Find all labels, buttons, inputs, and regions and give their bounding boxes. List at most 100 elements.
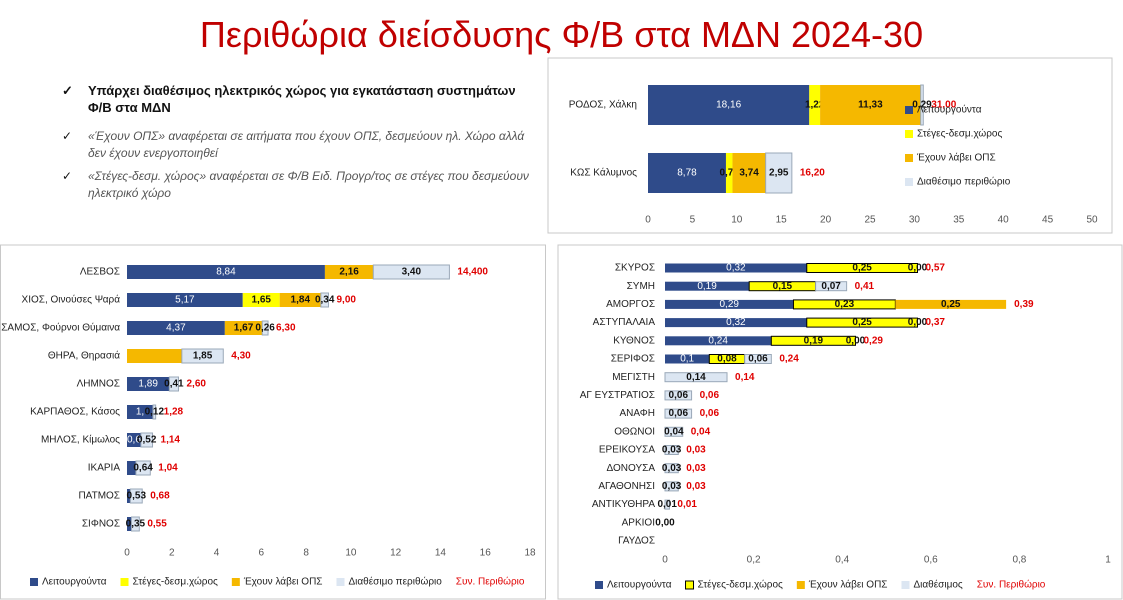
x-tick-label: 20 [820, 215, 832, 226]
legend-label: Διαθέσιμο περιθώριο [348, 576, 442, 588]
value-label: 2,16 [339, 267, 359, 278]
page-title: Περιθώρια διείσδυσης Φ/Β στα ΜΔΝ 2024-30 [199, 14, 924, 55]
value-label: 0,03 [662, 445, 682, 456]
x-tick-label: 0 [645, 215, 651, 226]
x-tick-label: 14 [435, 548, 447, 559]
note: ✓ «Στέγες-δεσμ. χώρος» αναφέρεται σε Φ/Β … [62, 168, 532, 202]
value-label: 3,40 [402, 267, 422, 278]
value-label: 0,1 [680, 354, 694, 365]
category-label: ΣΙΦΝΟΣ [82, 519, 120, 530]
category-label: ΑΓ ΕΥΣΤΡΑΤΙΟΣ [580, 390, 655, 401]
total-label: 16,20 [800, 168, 825, 179]
x-tick-label: 6 [259, 548, 265, 559]
chart-frame [0, 244, 546, 600]
value-label: 0,34 [315, 295, 335, 306]
bar-segment [732, 153, 766, 193]
value-label: 0,64 [133, 463, 153, 474]
category-label: ΑΜΟΡΓΟΣ [606, 299, 655, 310]
x-tick-label: 0,6 [924, 555, 938, 566]
category-label: ΑΡΚΙΟΙ [622, 517, 655, 528]
value-label: 0,19 [804, 335, 824, 346]
total-label: 0,03 [686, 463, 706, 474]
legend-label: Διαθέσιμος [913, 579, 962, 591]
category-label: ΜΕΓΙΣΤΗ [612, 372, 655, 383]
bar-segment [127, 489, 131, 503]
category-label: ΑΝΤΙΚΥΘΗΡΑ [592, 499, 655, 510]
category-label: ΑΓΑΘΟΝΗΣΙ [598, 481, 655, 492]
category-label: ΣΚΥΡΟΣ [615, 263, 655, 274]
value-label: 0,14 [686, 372, 706, 383]
category-label: ΑΝΑΦΗ [620, 408, 655, 419]
bar-segment [140, 432, 154, 448]
bar-segment [664, 499, 670, 510]
total-label: 9,00 [337, 295, 357, 306]
note: ✓ «Έχουν ΟΠΣ» αναφέρεται σε αιτήματα που … [62, 128, 532, 162]
note: ✓ Υπάρχει διαθέσιμος ηλεκτρικός χώρος για… [62, 82, 532, 116]
bar-segment [725, 153, 733, 193]
bar-segment [664, 481, 679, 492]
legend-label: Έχουν λάβει ΟΠΣ [808, 579, 888, 591]
value-label: 0,08 [717, 354, 737, 365]
legend-label: Έχουν λάβει ΟΠΣ [916, 152, 996, 164]
bar-segment [665, 336, 772, 346]
value-label: 2,95 [769, 168, 789, 179]
total-label: 6,30 [276, 323, 296, 334]
legend-label: Διαθέσιμο περιθώριο [917, 176, 1011, 188]
note-text: «Στέγες-δεσμ. χώρος» αναφέρεται σε Φ/Β Ε… [88, 169, 529, 200]
x-tick-label: 4 [214, 548, 220, 559]
bar-segment [130, 516, 140, 532]
bar-segment [320, 292, 330, 308]
value-label: 5,17 [175, 295, 195, 306]
bar-segment [820, 85, 921, 125]
legend-label: Λειτουργούντα [917, 104, 982, 116]
total-label: 1,28 [164, 407, 184, 418]
value-label: 0,12 [145, 407, 165, 418]
legend-swatch [685, 580, 695, 590]
value-label: 0,23 [835, 299, 855, 310]
x-tick-label: 0 [124, 548, 130, 559]
x-tick-label: 10 [731, 215, 743, 226]
value-label: 1,89 [138, 379, 158, 390]
bar-segment [127, 293, 243, 307]
total-label: 0,37 [926, 317, 946, 328]
legend-swatch [595, 581, 603, 589]
value-label: 0,00 [908, 263, 928, 274]
legend-label: Συν. Περιθώριο [977, 579, 1046, 591]
legend-label: Συν. Περιθώριο [456, 576, 525, 588]
category-label: ΘΗΡΑ, Θηρασιά [48, 350, 120, 362]
category-label: ΚΥΘΝΟΣ [613, 335, 655, 346]
bar-segment [765, 152, 793, 194]
bar-segment [664, 390, 693, 401]
value-label: 1,67 [234, 323, 254, 334]
bar-segment [127, 265, 325, 279]
value-label: 0,06 [748, 354, 768, 365]
total-label: 0,03 [686, 445, 706, 456]
category-label: ΡΟΔΟΣ, Χάλκη [569, 99, 637, 111]
bar-segment [664, 463, 679, 474]
value-label: 1, [136, 407, 144, 418]
chart-frame [557, 244, 1123, 600]
x-tick-label: 0,2 [747, 555, 761, 566]
total-label: 0,55 [147, 519, 167, 530]
bar-segment [664, 445, 679, 455]
total-label: 0,29 [863, 335, 883, 346]
x-tick-label: 5 [690, 215, 696, 226]
total-label: 0,41 [855, 281, 875, 292]
total-label: 0,24 [779, 354, 799, 365]
bar-segment [127, 433, 141, 447]
value-label: 0,25 [852, 263, 872, 274]
value-label: 0,24 [708, 335, 728, 346]
legend-swatch [905, 154, 913, 162]
value-label: 0,32 [726, 317, 746, 328]
category-label: ΛΕΣΒΟΣ [80, 267, 120, 278]
bar-segment [242, 293, 280, 307]
bar-segment [664, 408, 693, 419]
value-label: 3,74 [739, 168, 759, 179]
bar-segment [181, 348, 224, 364]
value-label: 0,01 [657, 499, 677, 510]
value-label: 0,29 [912, 100, 932, 111]
value-label: 0,32 [726, 263, 746, 274]
legend-label: Στέγες-δεσμ.χώρος [698, 579, 783, 591]
x-tick-label: 16 [480, 548, 492, 559]
